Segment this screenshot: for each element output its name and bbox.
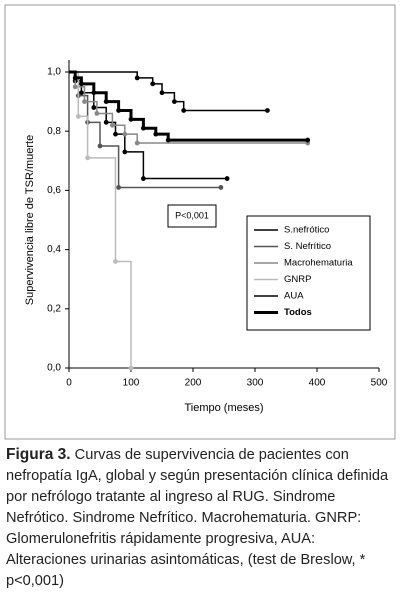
censor-dot xyxy=(165,137,171,143)
legend-label: GNRP xyxy=(284,274,311,285)
legend-label: Todos xyxy=(284,307,312,318)
y-tick-label: 0,0 xyxy=(47,363,61,374)
censor-dot xyxy=(79,90,84,96)
survival-curve xyxy=(69,70,308,142)
censor-dot xyxy=(153,131,159,137)
censor-dot xyxy=(224,176,230,181)
censor-dot xyxy=(128,365,134,371)
censor-dot xyxy=(72,75,78,81)
censor-dot xyxy=(94,111,100,116)
caption-label: Figura 3. xyxy=(6,446,71,463)
y-axis-label: Supervivencia libre de TSR/muerte xyxy=(24,135,36,305)
y-tick-label: 0,6 xyxy=(47,185,61,196)
x-tick-label: 300 xyxy=(247,378,264,389)
legend-label: S. Nefrítico xyxy=(284,241,331,252)
censor-dot xyxy=(305,137,311,143)
legend-label: S.nefrótico xyxy=(284,225,329,236)
censor-dot xyxy=(134,140,140,146)
y-tick-label: 0,4 xyxy=(47,244,61,255)
censor-dot xyxy=(110,122,115,128)
caption-text: Curvas de supervivencia de pacientes con… xyxy=(6,447,389,589)
censor-dot xyxy=(141,176,146,181)
x-tick-label: 500 xyxy=(371,378,388,389)
censor-dot xyxy=(113,131,118,137)
censor-dot xyxy=(79,81,84,87)
annotation-box xyxy=(167,204,217,228)
annotation: P<0,001 xyxy=(175,210,209,220)
censor-dot xyxy=(113,259,118,264)
x-tick-label: 400 xyxy=(309,378,326,389)
censor-dot xyxy=(265,108,270,113)
censor-dot xyxy=(128,116,134,122)
y-tick-label: 1,0 xyxy=(47,67,61,78)
censor-dot xyxy=(85,155,90,161)
censor-dot xyxy=(141,125,146,131)
censor-dot xyxy=(82,99,87,104)
censor-dot xyxy=(172,99,177,104)
censor-dot xyxy=(72,84,78,90)
censor-dot xyxy=(103,99,109,104)
x-tick-label: 200 xyxy=(185,378,202,389)
censor-dot xyxy=(91,90,97,96)
censor-dot xyxy=(103,119,109,125)
censor-dot xyxy=(116,108,121,113)
censor-dot xyxy=(159,90,165,96)
censor-dot xyxy=(75,114,81,119)
censor-dot xyxy=(91,105,97,110)
censor-dot xyxy=(181,108,187,113)
legend-label: Macrohematuria xyxy=(284,258,353,269)
chart: Tiempo (meses) Supervivencia libre de TS… xyxy=(4,4,396,440)
x-tick-label: 100 xyxy=(123,378,140,389)
censor-dot xyxy=(134,75,140,81)
censor-dot xyxy=(122,149,128,155)
frame xyxy=(4,4,396,440)
censor-dot xyxy=(150,81,156,87)
y-tick-label: 0,8 xyxy=(47,126,61,137)
legend-label: AUA xyxy=(284,291,304,302)
x-axis-label: Tiempo (meses) xyxy=(184,402,263,414)
caption: Figura 3. Curvas de supervivencia de pac… xyxy=(6,444,394,592)
censor-dot xyxy=(122,131,128,137)
censor-dot xyxy=(97,143,103,149)
censor-dot xyxy=(218,185,224,190)
y-tick-label: 0,2 xyxy=(47,303,61,314)
censor-dot xyxy=(116,185,121,190)
x-tick-label: 0 xyxy=(66,378,72,389)
